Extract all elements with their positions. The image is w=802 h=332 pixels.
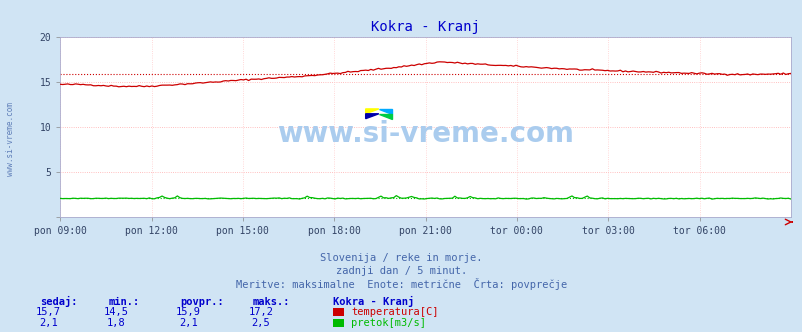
Text: maks.:: maks.:	[253, 297, 290, 307]
Polygon shape	[379, 109, 391, 114]
Text: www.si-vreme.com: www.si-vreme.com	[277, 120, 573, 148]
Text: povpr.:: povpr.:	[180, 297, 224, 307]
Title: Kokra - Kranj: Kokra - Kranj	[371, 20, 480, 34]
Polygon shape	[379, 114, 391, 119]
Text: 1,8: 1,8	[107, 318, 126, 328]
Text: 2,1: 2,1	[179, 318, 198, 328]
Text: 17,2: 17,2	[248, 307, 273, 317]
Polygon shape	[365, 114, 379, 119]
Text: temperatura[C]: temperatura[C]	[350, 307, 438, 317]
Text: Meritve: maksimalne  Enote: metrične  Črta: povprečje: Meritve: maksimalne Enote: metrične Črta…	[236, 278, 566, 290]
Text: 15,7: 15,7	[35, 307, 61, 317]
Text: 15,9: 15,9	[176, 307, 201, 317]
Text: sedaj:: sedaj:	[40, 296, 78, 307]
Text: Kokra - Kranj: Kokra - Kranj	[333, 296, 414, 307]
Polygon shape	[365, 109, 379, 114]
Text: 2,1: 2,1	[38, 318, 58, 328]
Text: 2,5: 2,5	[251, 318, 270, 328]
Text: min.:: min.:	[108, 297, 140, 307]
Text: www.si-vreme.com: www.si-vreme.com	[6, 103, 15, 176]
Text: 14,5: 14,5	[103, 307, 129, 317]
Text: Slovenija / reke in morje.: Slovenija / reke in morje.	[320, 253, 482, 263]
Text: pretok[m3/s]: pretok[m3/s]	[350, 318, 425, 328]
Text: zadnji dan / 5 minut.: zadnji dan / 5 minut.	[335, 266, 467, 276]
